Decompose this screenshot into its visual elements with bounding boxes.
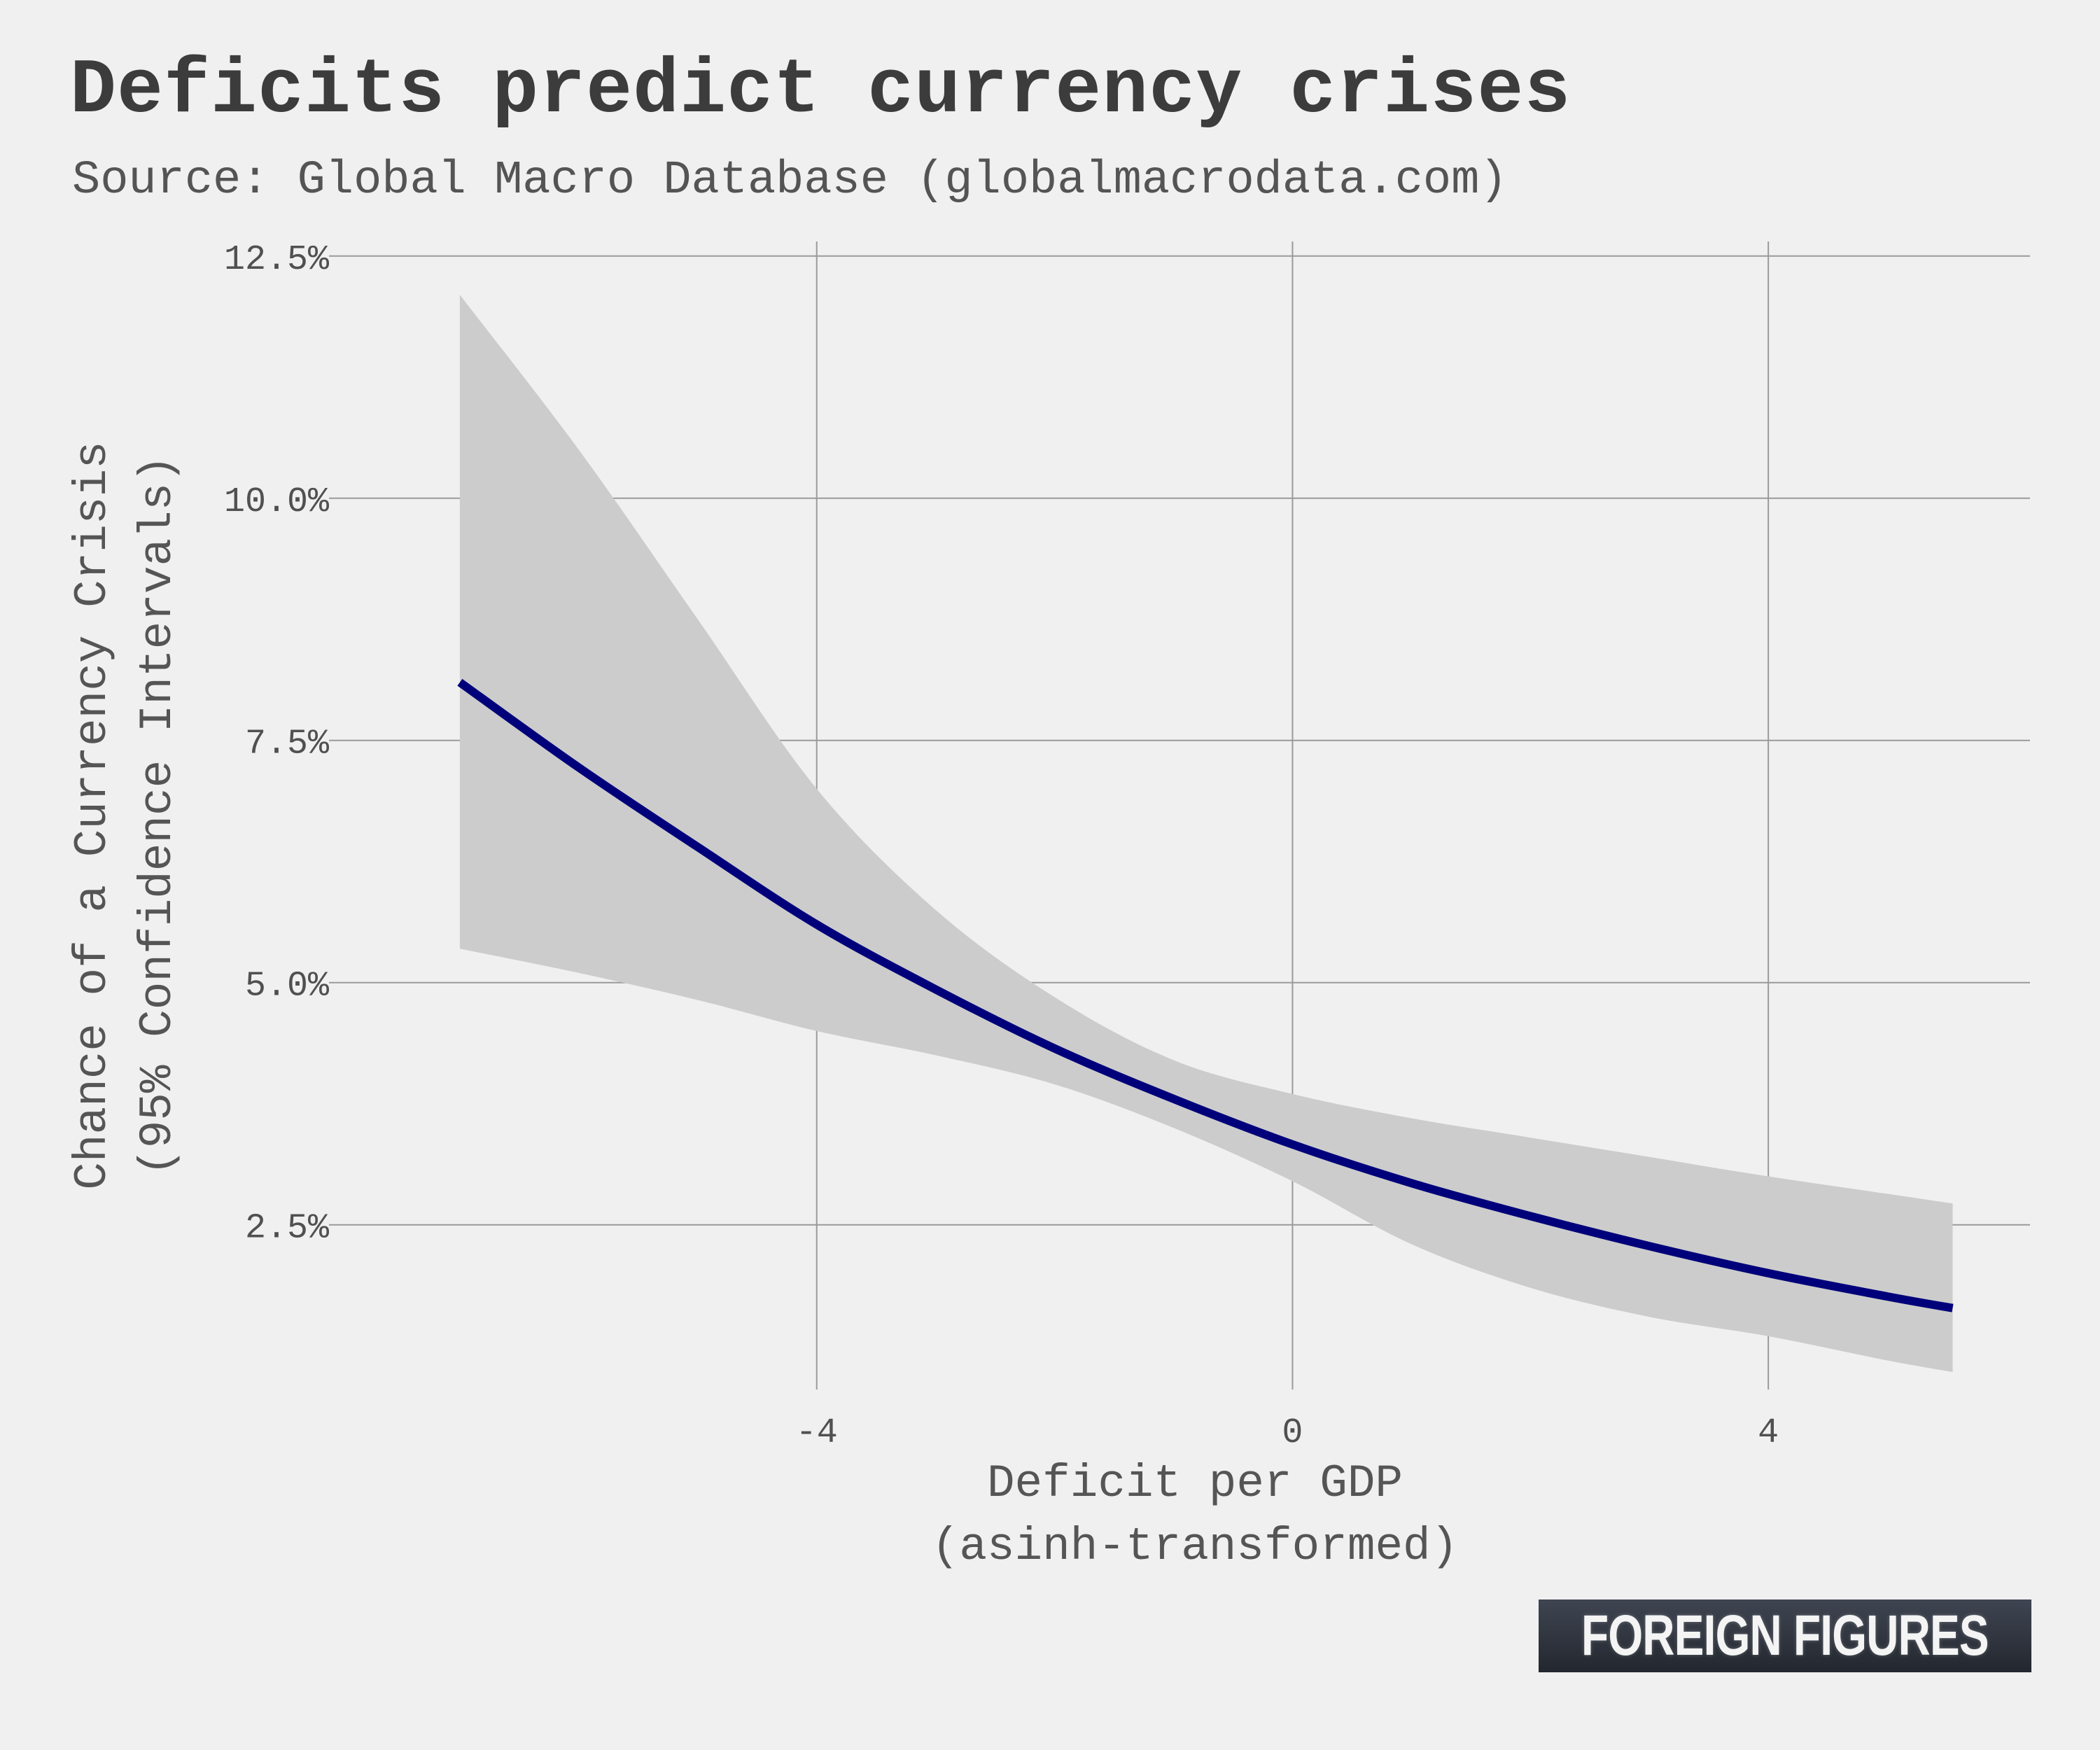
chart-subtitle: Source: Global Macro Database (globalmac… [72,154,1508,207]
y-axis-title-line1: Chance of a Currency Crisis [66,441,119,1189]
chart-title: Deficits predict currency crises [70,48,1572,135]
x-tick-label: -4 [796,1413,838,1453]
x-axis-title-line1: Deficit per GDP [987,1457,1403,1510]
x-tick-label: 4 [1758,1413,1779,1453]
estimate-line [457,678,1954,1312]
y-tick-label: 12.5% [224,240,330,280]
y-axis-title-line2: (95% Confidence Intervals) [132,455,184,1176]
confidence-interval-band [459,295,1953,1373]
y-tick-labels: 2.5% 5.0% 7.5% 10.0% 12.5% [224,240,330,1249]
brand-logo-text: FOREIGN FIGURES [1581,1604,1989,1667]
x-tick-label: 0 [1282,1413,1303,1453]
x-tick-labels: -4 0 4 [796,1413,1779,1453]
y-tick-label: 10.0% [224,482,330,522]
x-axis-title-line2: (asinh-transformed) [932,1520,1459,1573]
y-tick-label: 7.5% [245,724,330,764]
y-tick-label: 2.5% [245,1209,330,1249]
brand-logo: FOREIGN FIGURES [1539,1600,2031,1672]
y-tick-label: 5.0% [245,967,330,1007]
